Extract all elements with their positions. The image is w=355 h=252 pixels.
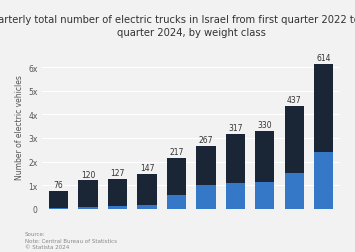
- Bar: [196, 146, 215, 185]
- Bar: [314, 153, 333, 209]
- Bar: [167, 195, 186, 209]
- Bar: [49, 191, 68, 208]
- Bar: [285, 106, 304, 174]
- Bar: [314, 65, 333, 153]
- Text: 76: 76: [54, 180, 64, 189]
- Bar: [137, 205, 157, 209]
- Bar: [49, 208, 68, 209]
- Y-axis label: Number of electric vehicles: Number of electric vehicles: [15, 74, 24, 179]
- Text: 330: 330: [257, 120, 272, 130]
- Text: 120: 120: [81, 170, 95, 179]
- Bar: [226, 183, 245, 209]
- Text: 317: 317: [228, 123, 243, 133]
- Bar: [108, 207, 127, 209]
- Text: 217: 217: [169, 147, 184, 156]
- Text: Source:
Note: Central Bureau of Statistics
© Statista 2024: Source: Note: Central Bureau of Statisti…: [25, 231, 117, 249]
- Bar: [285, 174, 304, 209]
- Bar: [255, 131, 274, 182]
- Text: 127: 127: [110, 168, 125, 177]
- Text: 267: 267: [199, 135, 213, 144]
- Bar: [226, 134, 245, 183]
- Bar: [78, 207, 98, 209]
- Bar: [167, 158, 186, 195]
- Bar: [255, 182, 274, 209]
- Bar: [108, 179, 127, 207]
- Text: 614: 614: [317, 54, 331, 63]
- Text: 147: 147: [140, 164, 154, 172]
- Bar: [137, 174, 157, 205]
- Text: 437: 437: [287, 95, 302, 104]
- Bar: [196, 185, 215, 209]
- Title: Quarterly total number of electric trucks in Israel from first quarter 2022 to s: Quarterly total number of electric truck…: [0, 15, 355, 38]
- Bar: [78, 181, 98, 207]
